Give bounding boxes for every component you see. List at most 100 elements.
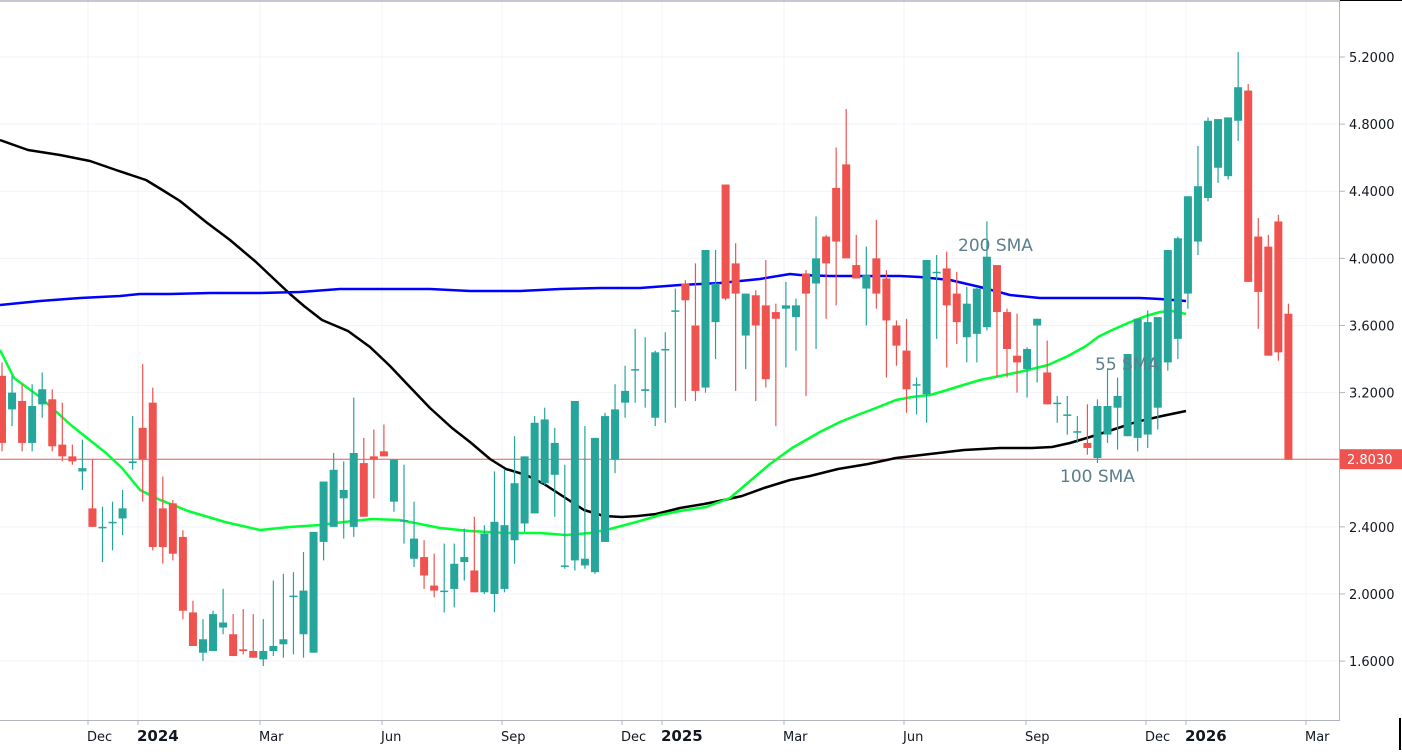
candle[interactable] [480,525,489,594]
candle[interactable] [1264,234,1273,356]
candle[interactable] [1063,395,1072,435]
candle[interactable] [219,588,228,635]
candle[interactable] [570,400,579,571]
candle[interactable] [731,243,740,391]
candle[interactable] [58,402,67,462]
candle[interactable] [701,249,710,393]
candle[interactable] [48,389,57,452]
candle[interactable] [98,506,107,563]
candle[interactable] [781,281,790,368]
candle[interactable] [1043,340,1052,405]
candle[interactable] [761,260,770,388]
candle[interactable] [721,184,730,301]
candle[interactable] [440,543,449,613]
candle[interactable] [852,234,861,279]
candle[interactable] [1113,377,1122,450]
candle[interactable] [420,540,429,589]
candle[interactable] [1143,310,1152,448]
candle[interactable] [269,580,278,657]
candle[interactable] [209,610,218,652]
candle[interactable] [771,303,780,427]
candle[interactable] [862,246,871,326]
candle[interactable] [1224,117,1233,180]
candle[interactable] [148,387,157,551]
candle[interactable] [711,249,720,360]
candle[interactable] [329,453,338,527]
candle[interactable] [168,499,177,561]
candle[interactable] [590,437,599,574]
candle[interactable] [550,427,559,517]
candle[interactable] [922,260,931,423]
candle[interactable] [972,286,981,363]
candle[interactable] [822,234,831,319]
candle[interactable] [1284,303,1293,460]
candle[interactable] [751,290,760,401]
candle[interactable] [1093,399,1102,464]
candle[interactable] [1204,117,1212,202]
candle[interactable] [38,372,47,418]
candle[interactable] [791,298,800,351]
candle[interactable] [339,461,348,539]
candle[interactable] [540,407,549,485]
candle[interactable] [379,424,388,457]
candle[interactable] [1103,369,1112,443]
candle[interactable] [8,375,17,427]
candle[interactable] [158,476,167,564]
candle[interactable] [68,444,77,465]
candle[interactable] [18,384,27,452]
candle[interactable] [1244,83,1253,282]
candle[interactable] [199,619,207,662]
candle[interactable] [942,251,951,368]
candle[interactable] [490,471,499,613]
candle[interactable] [892,320,901,366]
candle[interactable] [641,337,650,408]
candle[interactable] [309,531,318,653]
candle[interactable] [400,464,408,544]
candle[interactable] [188,600,197,646]
candle[interactable] [319,481,328,561]
candle[interactable] [902,318,911,413]
candle[interactable] [88,459,97,527]
candle[interactable] [1274,214,1283,361]
candle[interactable] [1183,196,1192,309]
candle[interactable] [410,501,419,568]
candle[interactable] [952,271,961,344]
candle[interactable] [389,459,398,512]
candle[interactable] [611,384,620,474]
candle[interactable] [1033,318,1042,383]
time-axis[interactable]: Dec 2024 Mar Jun Sep Dec 2025 Mar Jun Sep Dec 2026 M… [87,720,1330,745]
candle[interactable] [962,286,971,363]
candle[interactable] [691,263,700,401]
candle[interactable] [681,280,690,401]
candle[interactable] [530,416,539,514]
candle[interactable] [1193,145,1202,256]
candle[interactable] [128,416,137,470]
candle[interactable] [138,364,147,502]
candle[interactable] [1133,318,1142,452]
candle[interactable] [1234,51,1243,141]
candle[interactable] [631,328,640,403]
candle[interactable] [1173,236,1182,360]
candlesticks[interactable] [0,51,1293,667]
candle[interactable] [239,609,248,655]
candle[interactable] [359,437,368,517]
candle[interactable] [279,573,288,658]
candle[interactable] [802,270,810,396]
candle[interactable] [741,293,750,370]
candle[interactable] [369,429,378,499]
candle[interactable] [108,501,117,551]
candle[interactable] [178,530,187,620]
candle[interactable] [661,332,670,423]
candle[interactable] [982,221,991,331]
candle[interactable] [1153,317,1162,430]
candle[interactable] [992,265,1001,378]
candle[interactable] [1163,249,1172,371]
candle[interactable] [671,288,680,408]
candle[interactable] [1214,119,1223,183]
candle[interactable] [249,614,258,658]
candle[interactable] [510,436,519,564]
candle[interactable] [580,426,589,569]
candle[interactable] [78,439,87,490]
candle[interactable] [1053,395,1062,423]
